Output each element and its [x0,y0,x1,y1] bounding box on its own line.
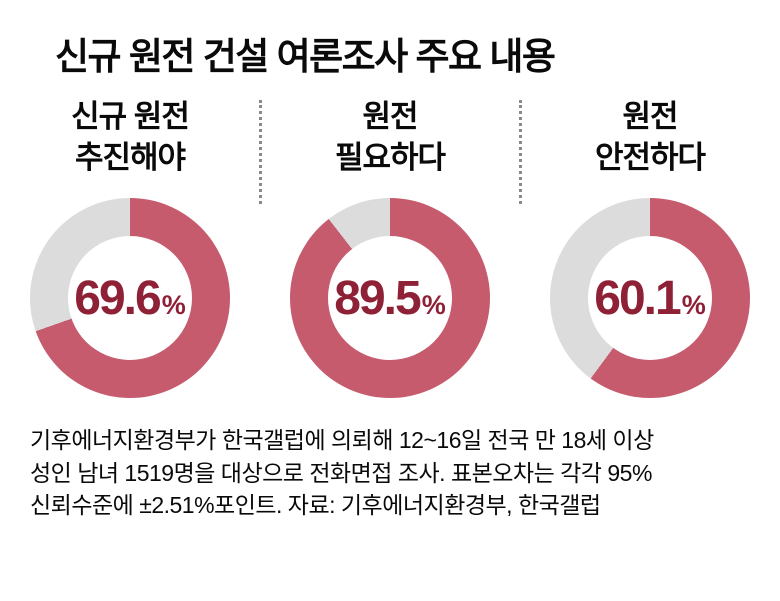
donut-chart: 69.6% [30,198,230,398]
source-note: 기후에너지환경부가 한국갤럽에 의뢰해 12~16일 전국 만 18세 이상 성… [30,424,756,522]
page-title: 신규 원전 건설 여론조사 주요 내용 [55,36,556,77]
donut-chart: 60.1% [550,198,750,398]
donut-hole [588,236,712,360]
chart-section-plants-safe: 원전 안전하다 60.1% [519,96,780,398]
percent-sign: % [161,289,186,320]
chart-section-push-new-plants: 신규 원전 추진해야 69.6% [0,96,260,398]
percent-sign: % [681,289,706,320]
donut-chart: 89.5% [290,198,490,398]
footer-line: 기후에너지환경부가 한국갤럽에 의뢰해 12~16일 전국 만 18세 이상 [30,427,654,453]
donut-value-number: 89.5 [334,271,421,325]
chart-label-line: 안전하다 [594,140,706,175]
chart-label-line: 추진해야 [74,140,186,175]
chart-section-plants-necessary: 원전 필요하다 89.5% [259,96,520,398]
donut-value-number: 60.1 [594,271,681,325]
donut-value: 89.5% [290,198,490,398]
donut-value: 60.1% [550,198,750,398]
chart-label: 원전 안전하다 [594,96,706,180]
footer-line: 성인 남녀 1519명을 대상으로 전화면접 조사. 표본오차는 각각 95% [30,459,652,486]
charts-row: 신규 원전 추진해야 69.6% 원전 필요하다 89.5% 원전 안전하다 [0,96,780,398]
chart-label: 원전 필요하다 [334,96,446,180]
chart-label: 신규 원전 추진해야 [71,96,190,180]
chart-label-line: 원전 [362,99,418,135]
donut-value: 69.6% [30,198,230,398]
percent-sign: % [421,289,446,320]
chart-label-line: 필요하다 [334,140,446,175]
donut-value-number: 69.6 [74,271,161,325]
chart-label-line: 원전 [622,99,678,135]
donut-hole [68,236,192,360]
footer-line: 신뢰수준에 ±2.51%포인트. 자료: 기후에너지환경부, 한국갤럽 [30,492,601,519]
donut-hole [328,236,452,360]
chart-label-line: 신규 원전 [71,99,190,135]
